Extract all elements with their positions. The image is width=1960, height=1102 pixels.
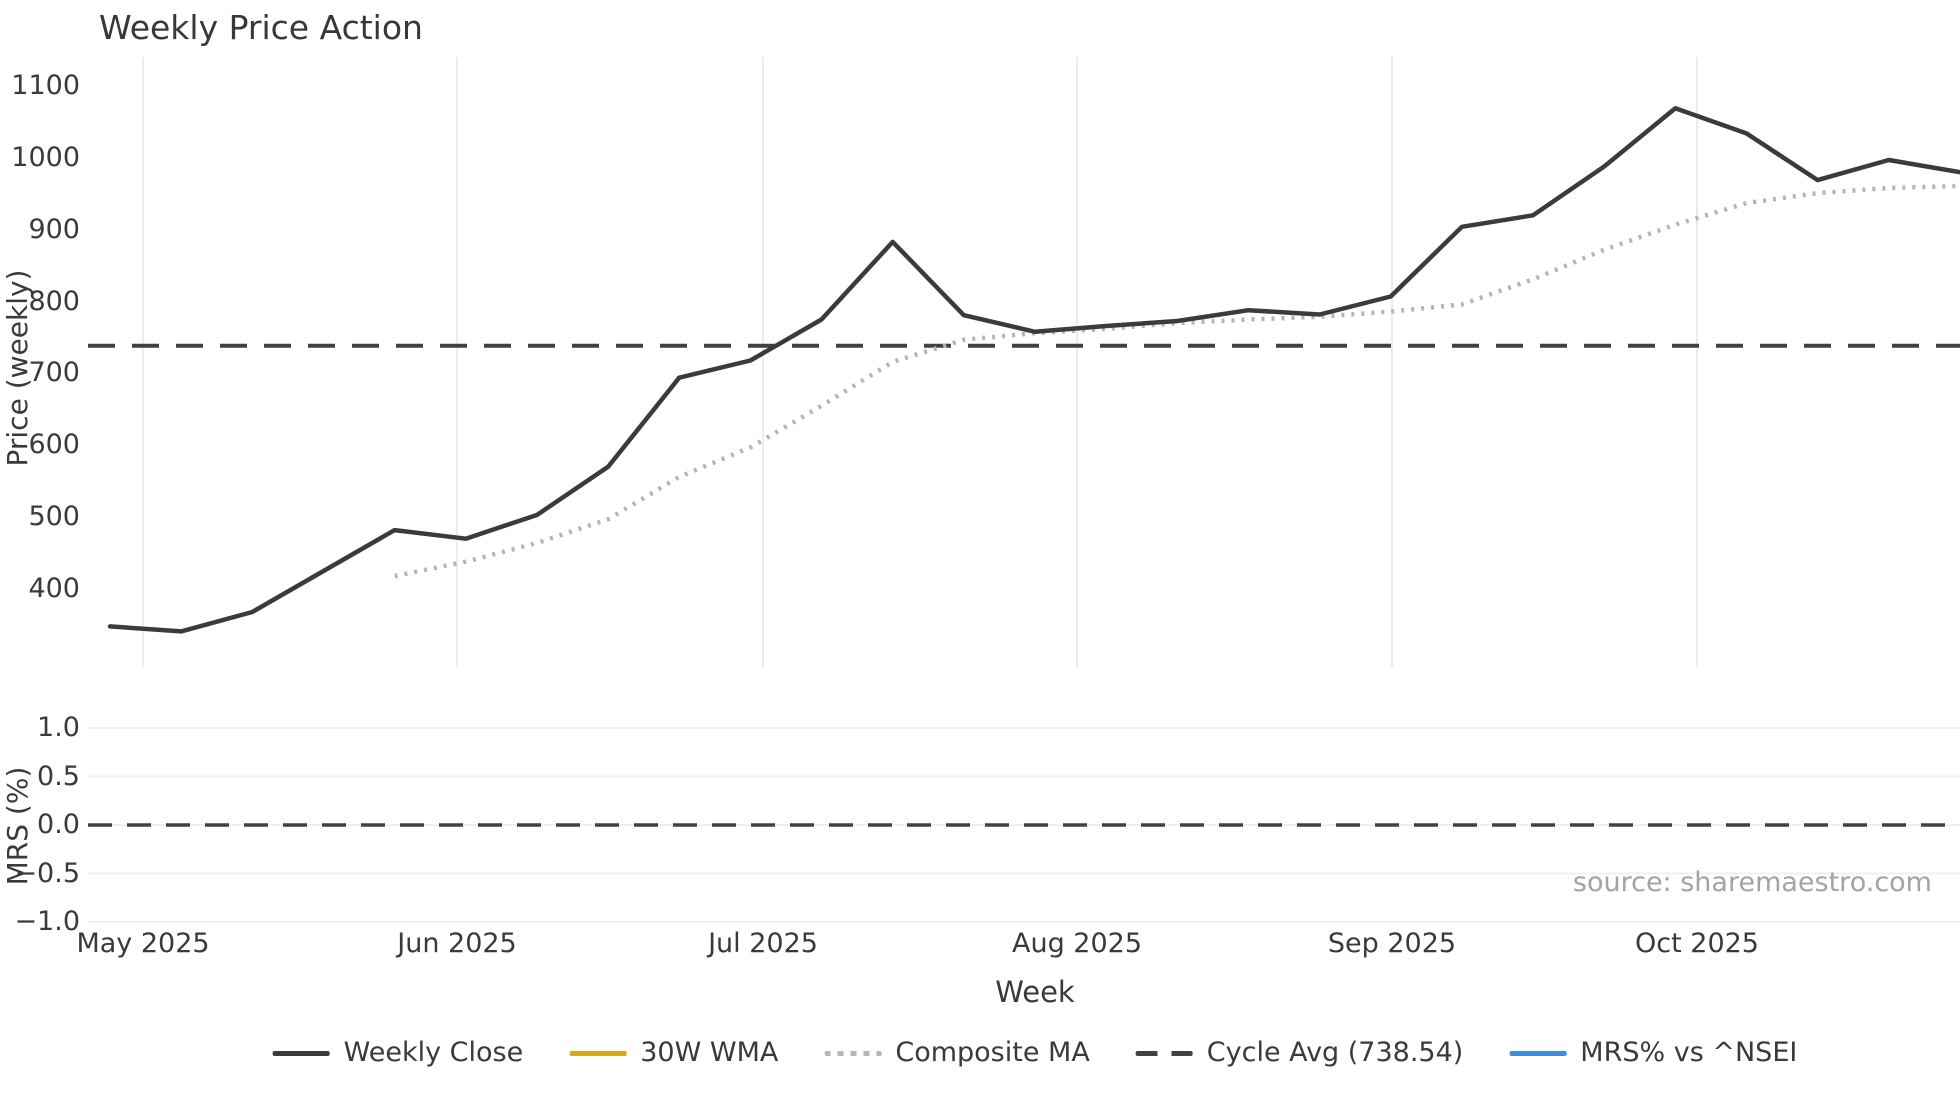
legend-item: MRS% vs ^NSEI bbox=[1509, 1036, 1797, 1070]
price-tick-label: 500 bbox=[28, 501, 80, 533]
x-tick-label: Oct 2025 bbox=[1635, 928, 1759, 959]
legend-swatch-solid bbox=[272, 1050, 330, 1056]
legend-item: Composite MA bbox=[824, 1036, 1090, 1070]
gridlines-group bbox=[88, 57, 1960, 923]
legend-label: MRS% vs ^NSEI bbox=[1580, 1037, 1798, 1068]
legend-label: 30W WMA bbox=[640, 1037, 779, 1068]
price-tick-label: 400 bbox=[28, 572, 80, 604]
series-group bbox=[88, 106, 1960, 827]
price-tick-label: 1000 bbox=[11, 141, 80, 173]
mrs-tick-label: 0.0 bbox=[37, 809, 80, 840]
mrs-tick-label: −0.5 bbox=[14, 857, 80, 889]
legend-item: Weekly Close bbox=[272, 1036, 524, 1070]
legend-item: Cycle Avg (738.54) bbox=[1135, 1036, 1464, 1070]
price-tick-label: 900 bbox=[28, 213, 80, 245]
legend-label: Weekly Close bbox=[343, 1037, 524, 1068]
legend-swatch-dashed bbox=[1135, 1050, 1193, 1056]
mrs-tick-label: −1.0 bbox=[14, 906, 80, 937]
weekly-close-line bbox=[107, 106, 1960, 634]
mrs-tick-label: 0.5 bbox=[37, 760, 80, 792]
legend-swatch-solid bbox=[1509, 1050, 1567, 1056]
x-axis-label: Week bbox=[995, 975, 1075, 1009]
legend-label: Cycle Avg (738.54) bbox=[1206, 1037, 1464, 1068]
price-tick-label: 600 bbox=[28, 429, 80, 461]
x-tick-label: Sep 2025 bbox=[1327, 928, 1457, 959]
composite-ma-line bbox=[394, 183, 1960, 579]
price-tick-label: 700 bbox=[28, 357, 80, 389]
price-tick-label: 1100 bbox=[11, 70, 80, 101]
legend-swatch-solid bbox=[569, 1050, 627, 1056]
legend-swatch-dotted bbox=[824, 1050, 882, 1056]
chart-title: Weekly Price Action bbox=[99, 8, 423, 47]
price-tick-label: 800 bbox=[28, 285, 80, 317]
legend: Weekly Close 30W WMA Composite MA Cycle Avg… bbox=[272, 1036, 1797, 1070]
source-credit: source: sharemaestro.com bbox=[1572, 867, 1932, 898]
x-tick-label: Jul 2025 bbox=[708, 928, 818, 959]
mrs-tick-label: 1.0 bbox=[37, 712, 80, 743]
x-tick-label: Jun 2025 bbox=[397, 928, 517, 959]
x-tick-label: Aug 2025 bbox=[1011, 928, 1143, 959]
legend-item: 30W WMA bbox=[569, 1036, 778, 1070]
x-tick-label: May 2025 bbox=[76, 928, 210, 959]
legend-label: Composite MA bbox=[895, 1037, 1090, 1068]
